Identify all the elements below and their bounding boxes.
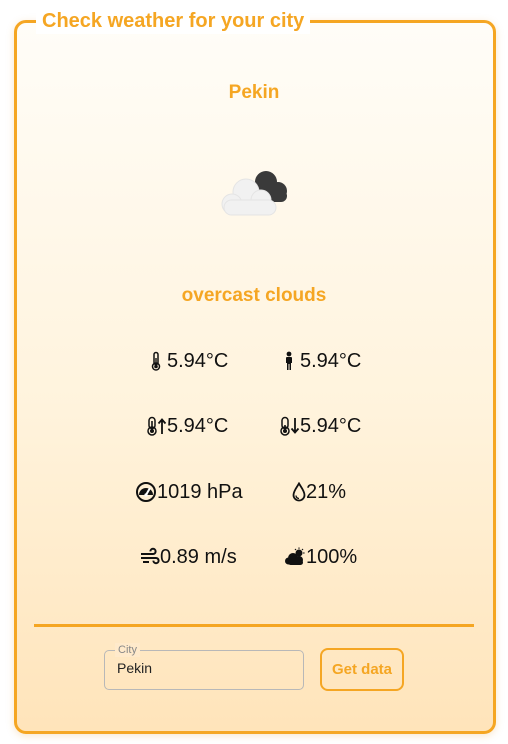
cloud-sun-icon [284,547,306,567]
divider [34,624,474,627]
get-data-button[interactable]: Get data [320,648,404,691]
temperature-stat: 5.94°C [151,349,228,373]
feels-like-stat: 5.94°C [284,349,361,373]
droplet-icon [292,482,306,502]
city-name: Pekin [228,82,280,103]
gauge-icon [135,482,157,502]
person-icon [284,351,294,371]
city-input[interactable] [117,660,287,676]
city-field[interactable]: City [104,643,304,690]
wind-value: 0.89 m/s [160,546,237,568]
clouds-value: 100% [306,546,358,568]
thermometer-down-icon [280,416,300,436]
temp-min-stat: 5.94°C [280,414,361,438]
city-field-label: City [115,643,140,657]
temp-max-value: 5.94°C [167,415,229,437]
weather-description: overcast clouds [181,285,327,306]
feels-like-value: 5.94°C [300,350,362,372]
temperature-value: 5.94°C [167,350,229,372]
thermometer-icon [151,351,161,371]
temp-min-value: 5.94°C [300,415,362,437]
overcast-clouds-icon [214,160,294,224]
humidity-stat: 21% [292,480,346,504]
thermometer-up-icon [147,416,167,436]
humidity-value: 21% [306,481,347,503]
pressure-value: 1019 hPa [157,481,243,503]
temp-max-stat: 5.94°C [147,414,228,438]
wind-stat: 0.89 m/s [140,545,237,569]
clouds-stat: 100% [284,545,357,569]
wind-icon [140,547,160,567]
weather-card [14,20,496,734]
pressure-stat: 1019 hPa [135,480,243,504]
card-title: Check weather for your city [36,8,311,34]
